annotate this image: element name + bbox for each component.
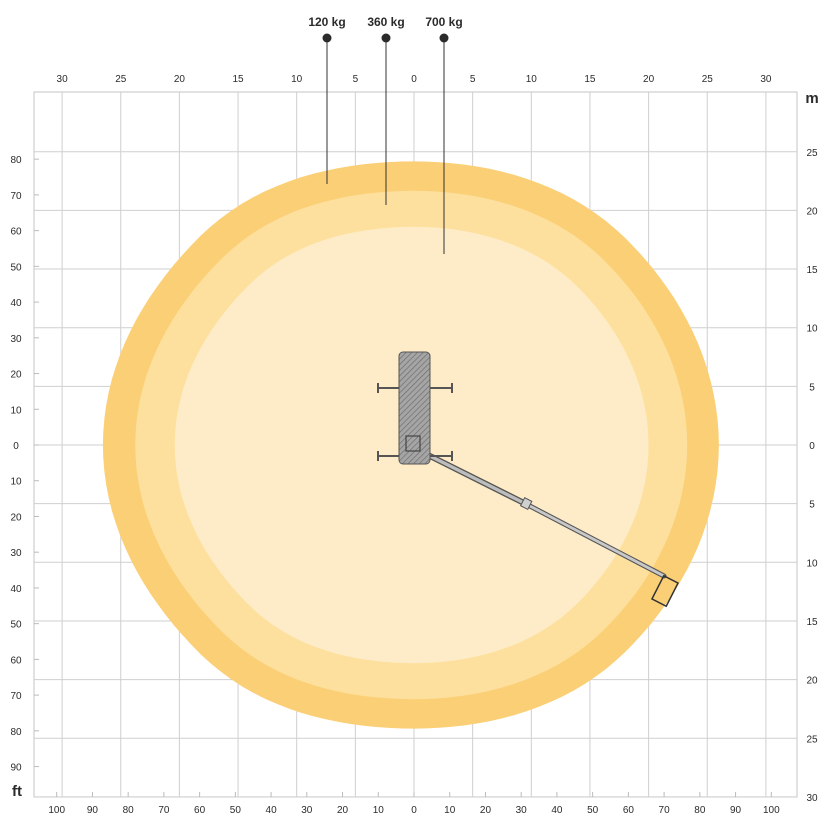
left-tick-label: 10 (10, 477, 22, 488)
right-tick-label: 15 (806, 617, 818, 628)
turret (405, 435, 421, 452)
right-tick-label: 30 (806, 793, 818, 804)
load-label-360kg: 360 kg (367, 15, 404, 29)
top-tick-label: 15 (232, 74, 244, 85)
right-tick-label: 10 (806, 324, 818, 335)
bottom-tick-label: 30 (301, 805, 313, 816)
load-label-700kg: 700 kg (425, 15, 462, 29)
top-tick-label: 25 (702, 74, 714, 85)
top-tick-label: 10 (291, 74, 303, 85)
right-tick-label: 25 (806, 148, 818, 159)
top-tick-label: 5 (353, 74, 359, 85)
left-tick-label: 10 (10, 405, 22, 416)
top-tick-label: 30 (57, 74, 69, 85)
right-tick-label: 10 (806, 558, 818, 569)
bottom-tick-label: 70 (659, 805, 671, 816)
load-label-120kg: 120 kg (308, 15, 345, 29)
boom-lower-inner (413, 446, 529, 507)
left-tick-label: 50 (10, 262, 22, 273)
left-tick-label: 30 (10, 548, 22, 559)
bottom-tick-label: 90 (87, 805, 99, 816)
left-tick-label: 70 (10, 691, 22, 702)
bottom-tick-label: 50 (230, 805, 242, 816)
bottom-tick-label: 0 (411, 805, 417, 816)
left-tick-label: 30 (10, 334, 22, 345)
right-tick-label: 5 (809, 500, 815, 511)
unit-label-m: m (805, 90, 818, 107)
right-tick-label: 20 (806, 676, 818, 687)
bottom-tick-label: 70 (158, 805, 170, 816)
left-tick-label: 50 (10, 620, 22, 631)
left-tick-label: 40 (10, 584, 22, 595)
bottom-tick-label: 20 (337, 805, 349, 816)
boom-upper-inner (525, 502, 665, 578)
top-tick-label: 15 (584, 74, 596, 85)
axis-ticks: 30 25 20 15 10 5 0 5 10 15 20 25 3025201510505101520… (10, 74, 818, 816)
marker-dot-120kg (322, 33, 332, 43)
left-tick-label: 80 (10, 155, 22, 166)
bottom-tick-label: 60 (194, 805, 206, 816)
marker-dot-700kg (439, 33, 449, 43)
top-tick-label: 20 (174, 74, 186, 85)
bottom-tick-label: 80 (694, 805, 706, 816)
bottom-tick-label: 10 (444, 805, 456, 816)
bottom-tick-label: 50 (587, 805, 599, 816)
right-tick-label: 0 (809, 441, 815, 452)
boom-joint (519, 497, 533, 511)
left-tick-label: 20 (10, 370, 22, 381)
left-tick-label: 60 (10, 655, 22, 666)
right-tick-label: 20 (806, 206, 818, 217)
load-markers: 120 kg 360 kg 700 kg (308, 15, 463, 254)
left-tick-label: 70 (10, 191, 22, 202)
top-tick-label: 30 (760, 74, 772, 85)
top-tick-label: 0 (411, 74, 417, 85)
work-basket (650, 574, 680, 608)
bottom-tick-label: 40 (266, 805, 278, 816)
right-tick-label: 25 (806, 734, 818, 745)
unit-label-ft: ft (12, 783, 22, 800)
left-tick-label: 80 (10, 727, 22, 738)
bottom-tick-label: 30 (516, 805, 528, 816)
left-tick-label: 90 (10, 763, 22, 774)
bottom-tick-label: 100 (763, 805, 780, 816)
bottom-tick-label: 60 (623, 805, 635, 816)
bottom-tick-label: 90 (730, 805, 742, 816)
right-tick-label: 15 (806, 265, 818, 276)
bottom-tick-label: 80 (123, 805, 135, 816)
left-tick-label: 60 (10, 227, 22, 238)
marker-dot-360kg (381, 33, 391, 43)
right-tick-label: 5 (809, 382, 815, 393)
bottom-tick-label: 40 (551, 805, 563, 816)
bottom-tick-label: 20 (480, 805, 492, 816)
top-tick-label: 5 (470, 74, 476, 85)
bottom-tick-label: 100 (48, 805, 65, 816)
bottom-tick-label: 10 (373, 805, 385, 816)
top-tick-label: 25 (115, 74, 127, 85)
left-tick-label: 40 (10, 298, 22, 309)
left-tick-label: 20 (10, 512, 22, 523)
machine-chassis (398, 351, 431, 465)
top-tick-label: 20 (643, 74, 655, 85)
top-tick-label: 10 (526, 74, 538, 85)
left-tick-label: 0 (13, 441, 19, 452)
machine (377, 351, 680, 608)
